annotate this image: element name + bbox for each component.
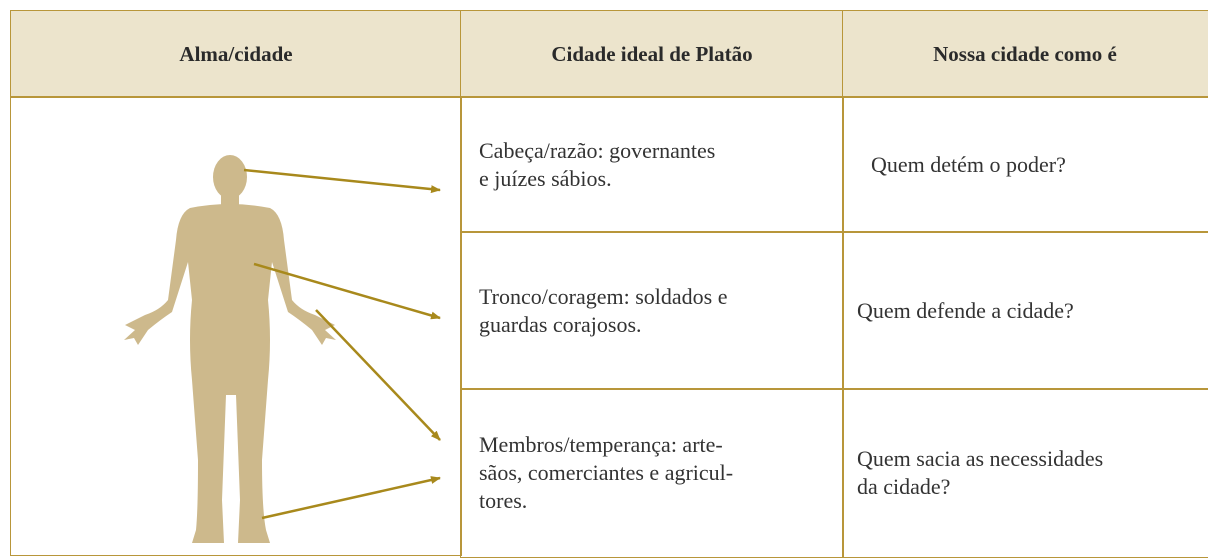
arrow [243,168,441,194]
table-cell: Quem detém o poder? [842,96,1208,233]
arrow [253,262,441,320]
arrows [243,168,441,520]
page: Alma/cidade Cidade ideal de Platão Nossa… [10,10,1208,558]
table-cell: Tronco/coragem: soldados e guardas coraj… [460,231,844,390]
table-cell: Membros/temperança: arte- sãos, comercia… [460,388,844,558]
illustration [124,155,441,543]
table-cell: Quem defende a cidade? [842,231,1208,390]
arrow [261,476,441,520]
human-silhouette [124,155,336,543]
table-cell: Cabeça/razão: governantes e juízes sábio… [460,96,844,233]
header-cell: Cidade ideal de Platão [460,10,844,98]
header-cell: Nossa cidade como é [842,10,1208,98]
table-cell: Quem sacia as necessidades da cidade? [842,388,1208,558]
header-cell: Alma/cidade [10,10,462,98]
arrow [315,309,441,441]
